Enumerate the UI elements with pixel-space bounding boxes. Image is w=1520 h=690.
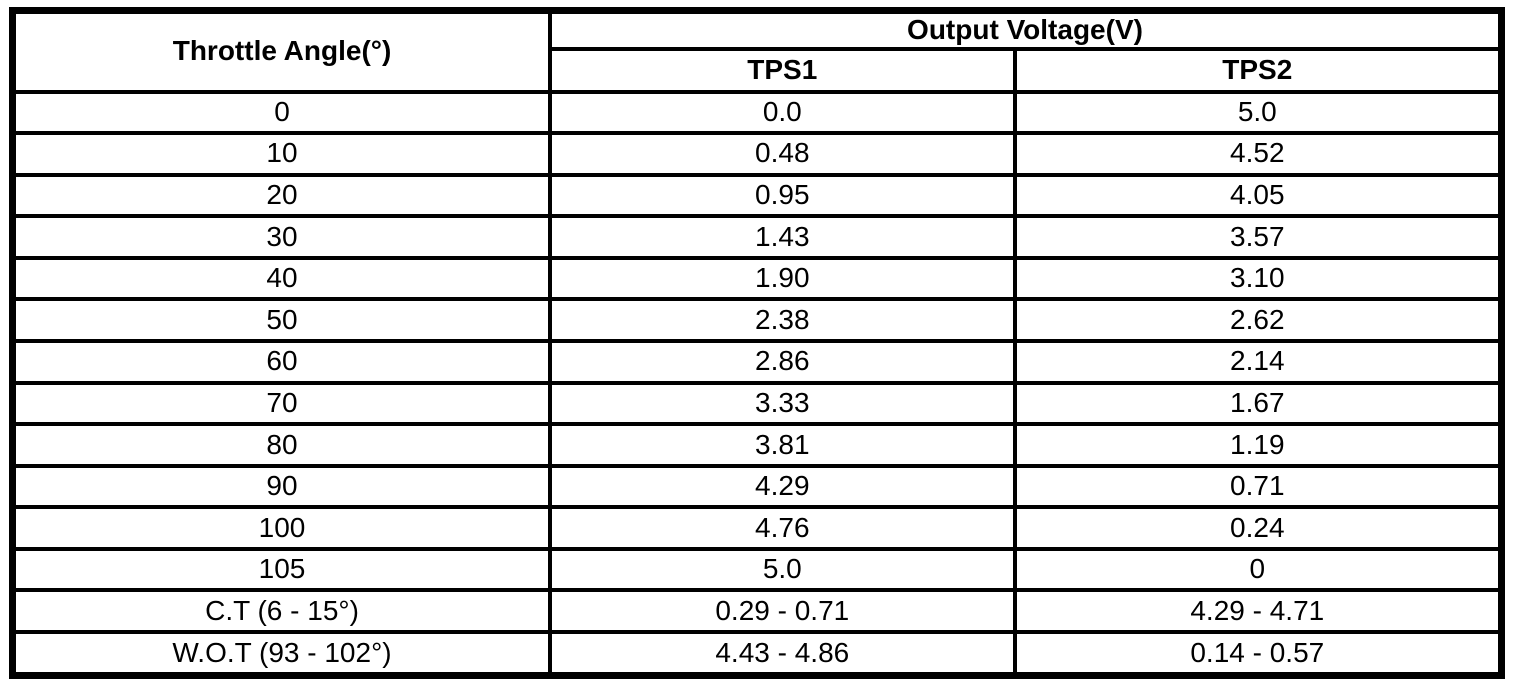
angle-cell: 105: [10, 546, 553, 593]
tps1-cell: 5.0: [548, 546, 1017, 593]
tps2-cell: 2.14: [1012, 338, 1504, 385]
angle-cell: 100: [10, 505, 553, 551]
tps1-cell: 4.29: [548, 463, 1017, 510]
tps1-cell: 3.81: [548, 422, 1017, 468]
table-row: 100 4.76 0.24: [10, 505, 1504, 551]
angle-cell: 60: [10, 338, 553, 385]
tps2-header: TPS2: [1012, 46, 1504, 94]
table-row: 10 0.48 4.52: [10, 131, 1504, 177]
angle-cell: 20: [10, 172, 553, 219]
table-row: C.T (6 - 15°) 0.29 - 0.71 4.29 - 4.71: [10, 588, 1504, 634]
tps2-cell: 0.14 - 0.57: [1012, 629, 1504, 678]
angle-cell: 80: [10, 422, 553, 468]
tps2-cell: 1.19: [1012, 422, 1504, 468]
tps2-cell: 1.67: [1012, 380, 1504, 427]
tps-voltage-table-container: Throttle Angle(°) Output Voltage(V) TPS1…: [9, 7, 1505, 679]
tps1-cell: 4.76: [548, 505, 1017, 551]
tps1-cell: 1.43: [548, 214, 1017, 260]
table-row: 60 2.86 2.14: [10, 338, 1504, 385]
tps1-header: TPS1: [548, 46, 1017, 94]
tps1-cell: 4.43 - 4.86: [548, 629, 1017, 678]
angle-cell: 0: [10, 89, 553, 136]
tps2-cell: 0.24: [1012, 505, 1504, 551]
tps2-cell: 3.10: [1012, 255, 1504, 302]
angle-cell: C.T (6 - 15°): [10, 588, 553, 634]
table-body: 0 0.0 5.0 10 0.48 4.52 20 0.95 4.05 30 1.43 3.57 40 1…: [10, 89, 1504, 678]
table-row: 50 2.38 2.62: [10, 297, 1504, 343]
table-row: 105 5.0 0: [10, 546, 1504, 593]
tps2-cell: 0: [1012, 546, 1504, 593]
throttle-angle-header: Throttle Angle(°): [10, 8, 553, 94]
tps1-cell: 0.29 - 0.71: [548, 588, 1017, 634]
table-row: 90 4.29 0.71: [10, 463, 1504, 510]
angle-cell: 90: [10, 463, 553, 510]
table-row: 0 0.0 5.0: [10, 89, 1504, 136]
header-row-sub: TPS1 TPS2: [13, 46, 1504, 94]
tps1-cell: 0.0: [548, 89, 1017, 136]
tps2-cell: 4.52: [1012, 131, 1504, 177]
table-row: 80 3.81 1.19: [10, 422, 1504, 468]
table-row: 20 0.95 4.05: [10, 172, 1504, 219]
output-voltage-header: Output Voltage(V): [548, 8, 1504, 51]
angle-cell: 30: [10, 214, 553, 260]
header-row-group: Throttle Angle(°) Output Voltage(V): [10, 8, 1504, 94]
angle-cell: 70: [10, 380, 553, 427]
tps-voltage-table: Throttle Angle(°) Output Voltage(V) TPS1…: [9, 7, 1505, 679]
tps2-cell: 2.62: [1012, 297, 1504, 343]
angle-cell: 50: [10, 297, 553, 343]
table-row: 40 1.90 3.10: [10, 255, 1504, 302]
table-row: W.O.T (93 - 102°) 4.43 - 4.86 0.14 - 0.57: [10, 629, 1504, 678]
tps2-cell: 3.57: [1012, 214, 1504, 260]
tps1-cell: 2.86: [548, 338, 1017, 385]
tps2-cell: 4.29 - 4.71: [1012, 588, 1504, 634]
tps1-cell: 3.33: [548, 380, 1017, 427]
angle-cell: W.O.T (93 - 102°): [10, 629, 553, 678]
tps2-cell: 4.05: [1012, 172, 1504, 219]
tps1-cell: 0.48: [548, 131, 1017, 177]
angle-cell: 40: [10, 255, 553, 302]
angle-cell: 10: [10, 131, 553, 177]
table-row: 30 1.43 3.57: [10, 214, 1504, 260]
tps1-cell: 2.38: [548, 297, 1017, 343]
table-row: 70 3.33 1.67: [10, 380, 1504, 427]
tps1-cell: 1.90: [548, 255, 1017, 302]
tps1-cell: 0.95: [548, 172, 1017, 219]
tps2-cell: 5.0: [1012, 89, 1504, 136]
tps2-cell: 0.71: [1012, 463, 1504, 510]
